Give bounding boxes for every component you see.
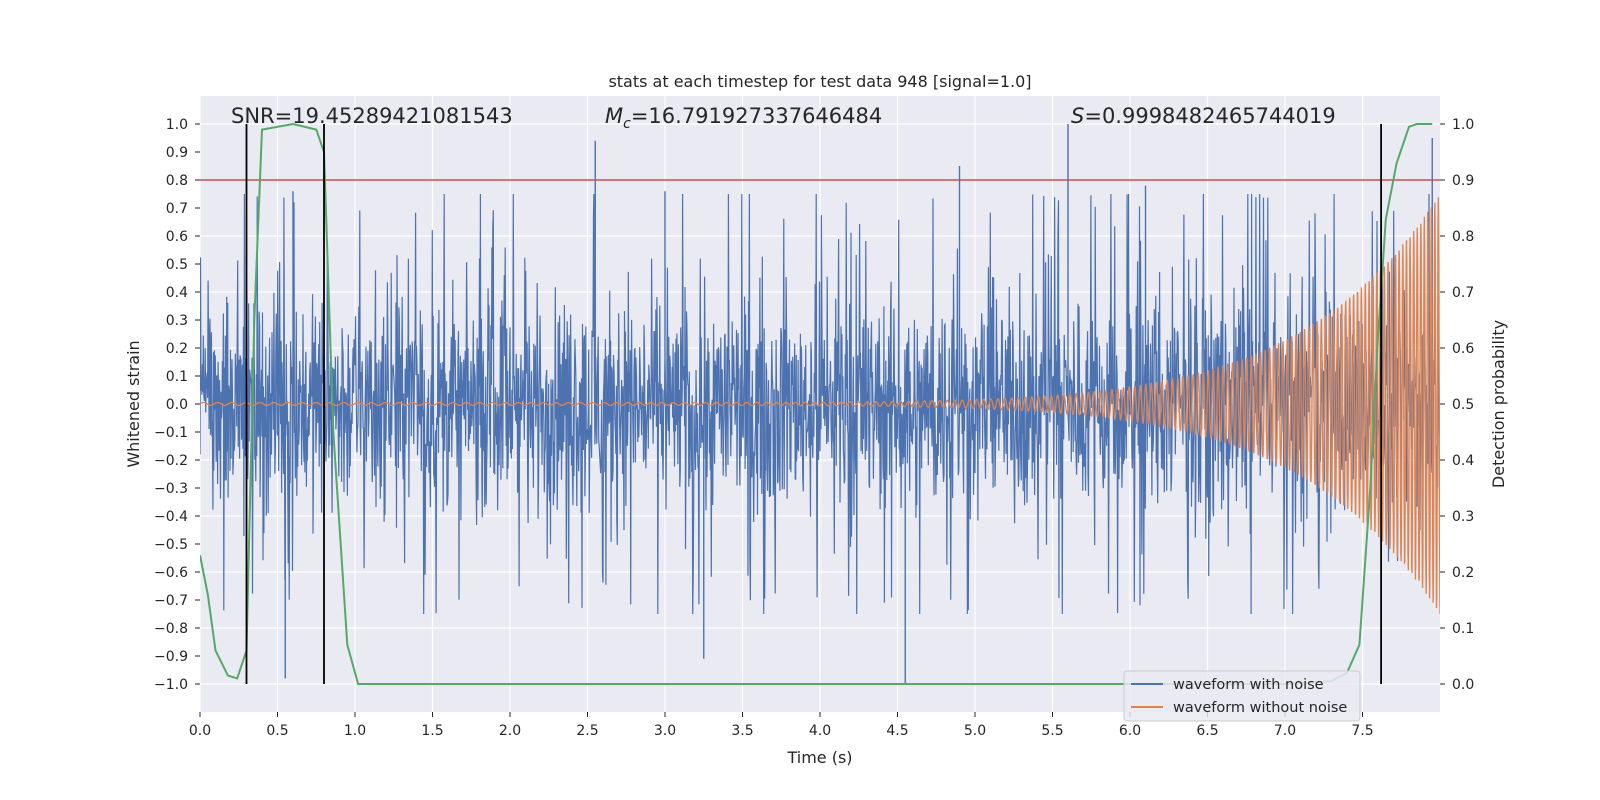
y-tick-label: 0.1: [166, 369, 188, 385]
y-right-tick-label: 0.5: [1452, 397, 1474, 413]
y-right-tick-label: 0.9: [1452, 173, 1474, 189]
y-axis-ticks: 1.0 0.9 0.8 0.7 0.6 0.5 0.4 0.3 0.2 0.1 0.0 −0.1 −0.…: [154, 117, 200, 693]
y-tick-label: 0.5: [166, 257, 188, 273]
x-tick-label: 5.0: [964, 723, 986, 739]
x-tick-label: 0.0: [189, 723, 211, 739]
series-noisy-waveform: [200, 193, 1440, 615]
y-right-tick-label: 0.7: [1452, 285, 1474, 301]
x-axis-label: Time (s): [786, 748, 852, 767]
y-right-tick-label: 0.4: [1452, 453, 1474, 469]
x-tick-label: 6.5: [1196, 723, 1218, 739]
y-tick-label: 0.8: [166, 173, 188, 189]
series-layer: [200, 122, 1440, 685]
y-tick-label: −0.5: [154, 537, 188, 553]
y-tick-label: 1.0: [166, 117, 188, 133]
series-detection-probability: [200, 122, 1433, 685]
chirp-mass-symbol: M: [605, 104, 623, 128]
y-tick-label: −0.7: [154, 593, 188, 609]
y-right-tick-label: 0.0: [1452, 677, 1474, 693]
y-tick-label: 0.4: [166, 285, 188, 301]
y-tick-label: −0.3: [154, 481, 188, 497]
score-annotation: S=0.9998482465744019: [1071, 104, 1336, 128]
y-tick-label: 0.3: [166, 313, 188, 329]
y-tick-label: −0.6: [154, 565, 188, 581]
x-tick-label: 3.5: [731, 723, 753, 739]
y-tick-label: 0.6: [166, 229, 188, 245]
y-right-tick-label: 0.1: [1452, 621, 1474, 637]
x-tick-label: 2.0: [499, 723, 521, 739]
y-right-tick-label: 0.6: [1452, 341, 1474, 357]
x-tick-label: 3.0: [654, 723, 676, 739]
y-tick-label: 0.7: [166, 201, 188, 217]
x-tick-label: 7.0: [1274, 723, 1296, 739]
y-tick-label: −0.8: [154, 621, 188, 637]
plot-area: [200, 122, 1440, 685]
y-right-tick-label: 0.3: [1452, 509, 1474, 525]
x-tick-label: 4.0: [809, 723, 831, 739]
y-tick-label: −0.9: [154, 649, 188, 665]
y-right-tick-label: 1.0: [1452, 117, 1474, 133]
series-clean-waveform: [200, 197, 1440, 614]
snr-annotation: SNR=19.45289421081543: [231, 104, 513, 128]
score-value: =0.9998482465744019: [1084, 104, 1335, 128]
x-tick-label: 1.0: [344, 723, 366, 739]
y-tick-label: 0.0: [166, 397, 188, 413]
legend-label-noise: waveform with noise: [1173, 677, 1324, 693]
chirp-mass-value: =16.791927337646484: [631, 104, 882, 128]
x-tick-label: 4.5: [886, 723, 908, 739]
y-tick-label: 0.2: [166, 341, 188, 357]
x-tick-label: 2.5: [576, 723, 598, 739]
y-right-tick-label: 0.2: [1452, 565, 1474, 581]
x-tick-label: 5.5: [1041, 723, 1063, 739]
y-tick-label: −0.1: [154, 425, 188, 441]
x-tick-label: 6.0: [1119, 723, 1141, 739]
y-tick-label: −0.4: [154, 509, 188, 525]
chart-title: stats at each timestep for test data 948…: [608, 72, 1031, 91]
x-axis-ticks: 0.0 0.5 1.0 1.5 2.0 2.5 3.0 3.5 4.0 4.5 5.0 5.5 6.0 6…: [189, 712, 1374, 739]
chirp-mass-annotation: Mc=16.791927337646484: [605, 104, 882, 132]
x-tick-label: 1.5: [421, 723, 443, 739]
y-right-axis-label: Detection probability: [1489, 320, 1508, 488]
y-tick-label: 0.9: [166, 145, 188, 161]
x-tick-label: 7.5: [1351, 723, 1373, 739]
score-symbol: S: [1071, 104, 1084, 128]
y-right-tick-label: 0.8: [1452, 229, 1474, 245]
chirp-mass-subscript: c: [623, 116, 631, 132]
y-tick-label: −1.0: [154, 677, 188, 693]
x-tick-label: 0.5: [266, 723, 288, 739]
legend: waveform with noise waveform without noi…: [1123, 670, 1361, 722]
y-axis-label: Whitened strain: [124, 340, 143, 467]
y-right-axis-ticks: 1.0 0.9 0.8 0.7 0.6 0.5 0.4 0.3 0.2 0.1 0.0: [1440, 117, 1474, 693]
legend-box: [1123, 670, 1361, 722]
y-tick-label: −0.2: [154, 453, 188, 469]
legend-label-clean: waveform without noise: [1173, 700, 1347, 716]
